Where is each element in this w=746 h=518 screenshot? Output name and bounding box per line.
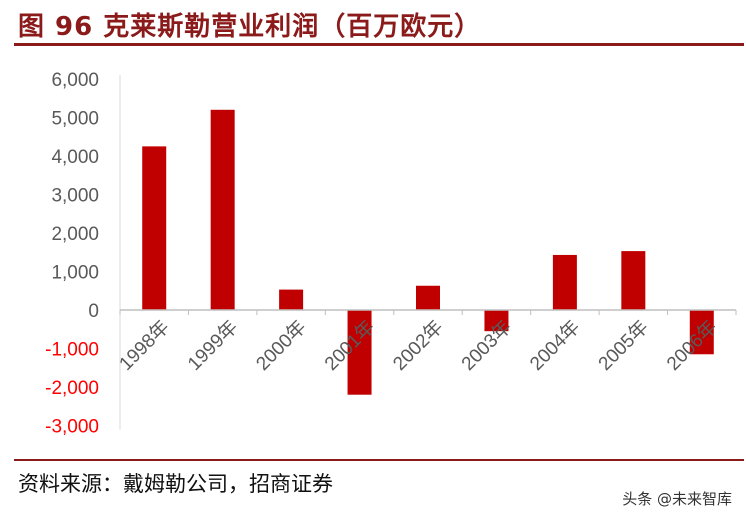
y-tick-label: 5,000	[51, 109, 99, 130]
x-tick-label: 2005年	[594, 316, 653, 375]
y-tick-label: 3,000	[51, 186, 99, 207]
x-tick-label: 2002年	[389, 316, 448, 375]
x-tick-label: 1998年	[115, 316, 174, 375]
y-tick-label: 4,000	[51, 147, 99, 168]
x-tick-label: 2000年	[252, 316, 311, 375]
bar	[621, 251, 646, 310]
y-tick-label: -3,000	[45, 417, 99, 438]
y-tick-label: -1,000	[45, 340, 99, 361]
y-tick-label: 6,000	[51, 70, 99, 91]
bar	[416, 285, 440, 310]
chart-title: 图 96 克莱斯勒营业利润（百万欧元）	[18, 12, 482, 42]
watermark: 头条 @未来智库	[622, 490, 732, 508]
bar	[279, 289, 304, 310]
source-note: 资料来源：戴姆勒公司，招商证券	[18, 472, 333, 496]
y-tick-label: 0	[88, 301, 99, 322]
bar	[552, 254, 577, 310]
y-tick-label: 2,000	[51, 224, 99, 245]
bar	[142, 146, 167, 310]
x-tick-label: 1999年	[183, 316, 242, 375]
y-tick-label: -2,000	[45, 378, 99, 399]
bar	[210, 109, 235, 310]
y-tick-label: 1,000	[51, 263, 99, 284]
bar	[689, 310, 714, 355]
x-tick-label: 2004年	[526, 316, 585, 375]
footer-divider	[14, 459, 744, 461]
title-divider	[14, 43, 744, 46]
bar	[347, 310, 372, 395]
bar-chart: 6,000 5,000 4,000 3,000 2,000 1,000 0 -1,000 -2,…	[45, 70, 737, 438]
bar	[484, 310, 509, 332]
